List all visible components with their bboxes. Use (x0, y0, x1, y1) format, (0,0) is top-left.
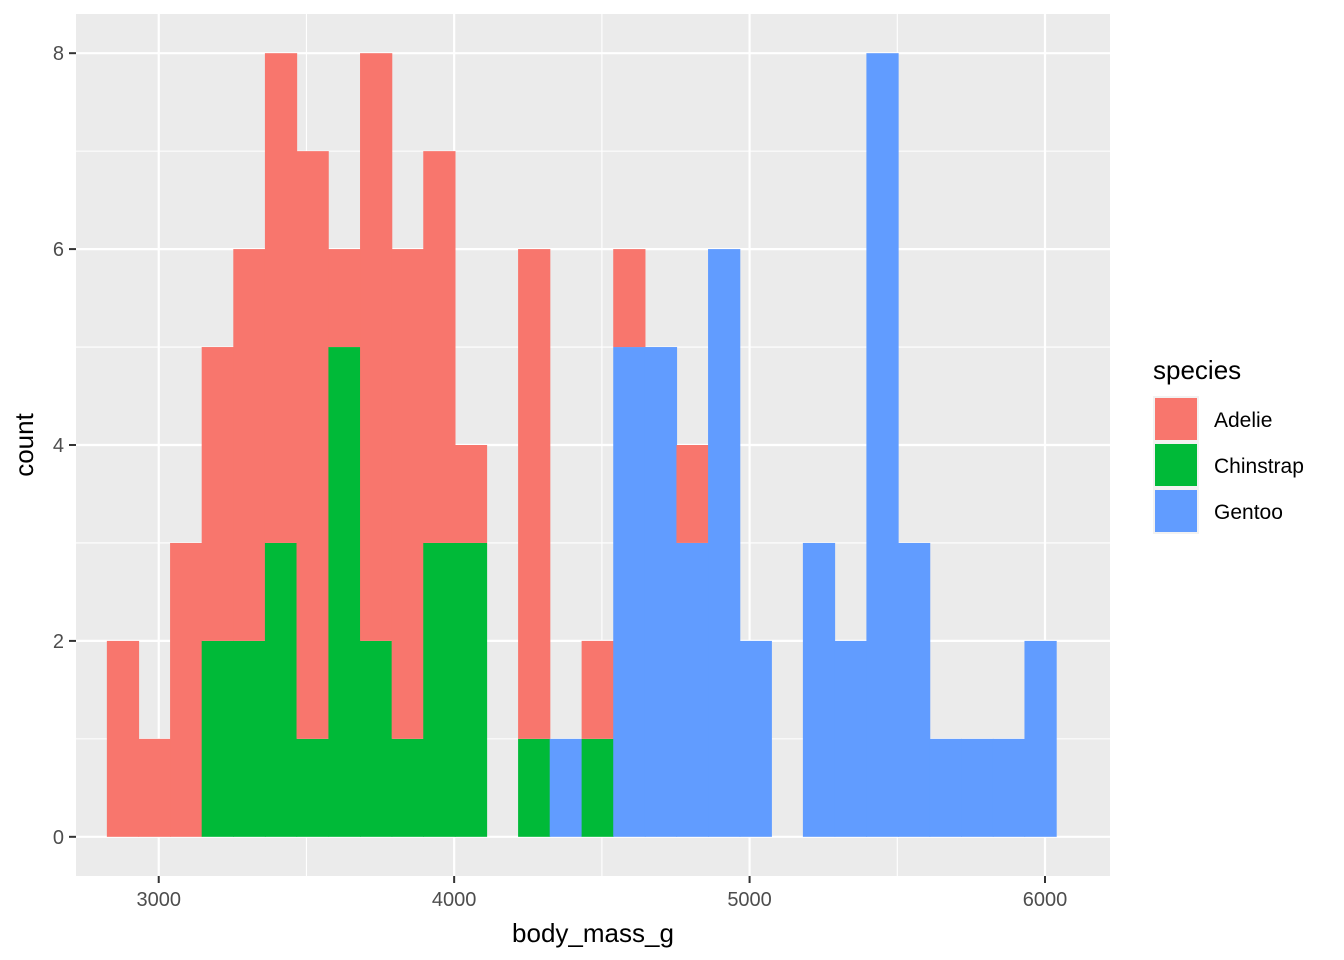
bar-chinstrap (360, 640, 393, 837)
y-tick-label: 0 (53, 827, 64, 849)
y-tick-label: 2 (53, 631, 64, 653)
x-axis-title: body_mass_g (512, 918, 674, 948)
bar-gentoo (898, 542, 931, 837)
legend-label-chinstrap: Chinstrap (1214, 455, 1304, 478)
bar-adelie (106, 640, 140, 837)
bar-adelie (233, 249, 266, 641)
bar-chinstrap (391, 738, 424, 837)
bar-chinstrap (296, 738, 329, 837)
bar-adelie (391, 249, 424, 739)
legend-key-chinstrap (1155, 444, 1197, 486)
bar-adelie (518, 249, 551, 739)
bar-adelie (296, 151, 329, 739)
legend-key-gentoo (1155, 490, 1197, 532)
bar-adelie (454, 445, 488, 543)
y-axis: 0 2 4 6 8 (53, 43, 76, 849)
legend-label-gentoo: Gentoo (1214, 501, 1283, 524)
bar-chinstrap (201, 640, 234, 837)
bar-gentoo (961, 738, 994, 837)
bar-gentoo (992, 738, 1026, 837)
bar-gentoo (739, 640, 772, 837)
y-tick-label: 4 (53, 435, 64, 457)
bar-adelie (613, 249, 646, 348)
bar-gentoo (549, 738, 582, 837)
bar-adelie (138, 738, 171, 837)
x-tick-label: 4000 (432, 889, 477, 911)
bar-gentoo (802, 542, 836, 837)
bar-adelie (328, 249, 361, 348)
y-tick-label: 6 (53, 239, 64, 261)
legend: species Adelie Chinstrap Gentoo (1153, 355, 1304, 534)
bar-adelie (360, 53, 393, 641)
bar-adelie (423, 151, 456, 543)
bar-chinstrap (581, 738, 614, 837)
bar-chinstrap (328, 347, 361, 837)
y-axis-title: count (9, 412, 39, 476)
bar-adelie (201, 347, 234, 641)
bar-chinstrap (233, 640, 266, 837)
x-tick-label: 5000 (727, 889, 772, 911)
bar-gentoo (866, 53, 899, 837)
bar-gentoo (644, 347, 678, 837)
bar-adelie (581, 640, 614, 739)
bar-adelie (170, 542, 203, 837)
bar-adelie (676, 445, 709, 543)
x-axis: 3000 4000 5000 6000 (136, 876, 1067, 911)
bar-gentoo (929, 738, 962, 837)
bar-chinstrap (264, 542, 298, 837)
y-tick-label: 8 (53, 43, 64, 65)
legend-key-adelie (1155, 398, 1197, 440)
bar-gentoo (1024, 640, 1057, 837)
legend-label-adelie: Adelie (1214, 409, 1272, 432)
legend-title: species (1153, 355, 1241, 385)
bar-chinstrap (518, 738, 551, 837)
bar-chinstrap (423, 542, 456, 837)
bar-adelie (264, 53, 298, 543)
bar-chinstrap (454, 542, 488, 837)
x-tick-label: 6000 (1023, 889, 1068, 911)
bar-gentoo (676, 542, 709, 837)
x-tick-label: 3000 (136, 889, 181, 911)
bar-gentoo (708, 249, 741, 837)
bar-gentoo (834, 640, 868, 837)
bars (106, 53, 1057, 837)
bar-gentoo (613, 347, 646, 837)
